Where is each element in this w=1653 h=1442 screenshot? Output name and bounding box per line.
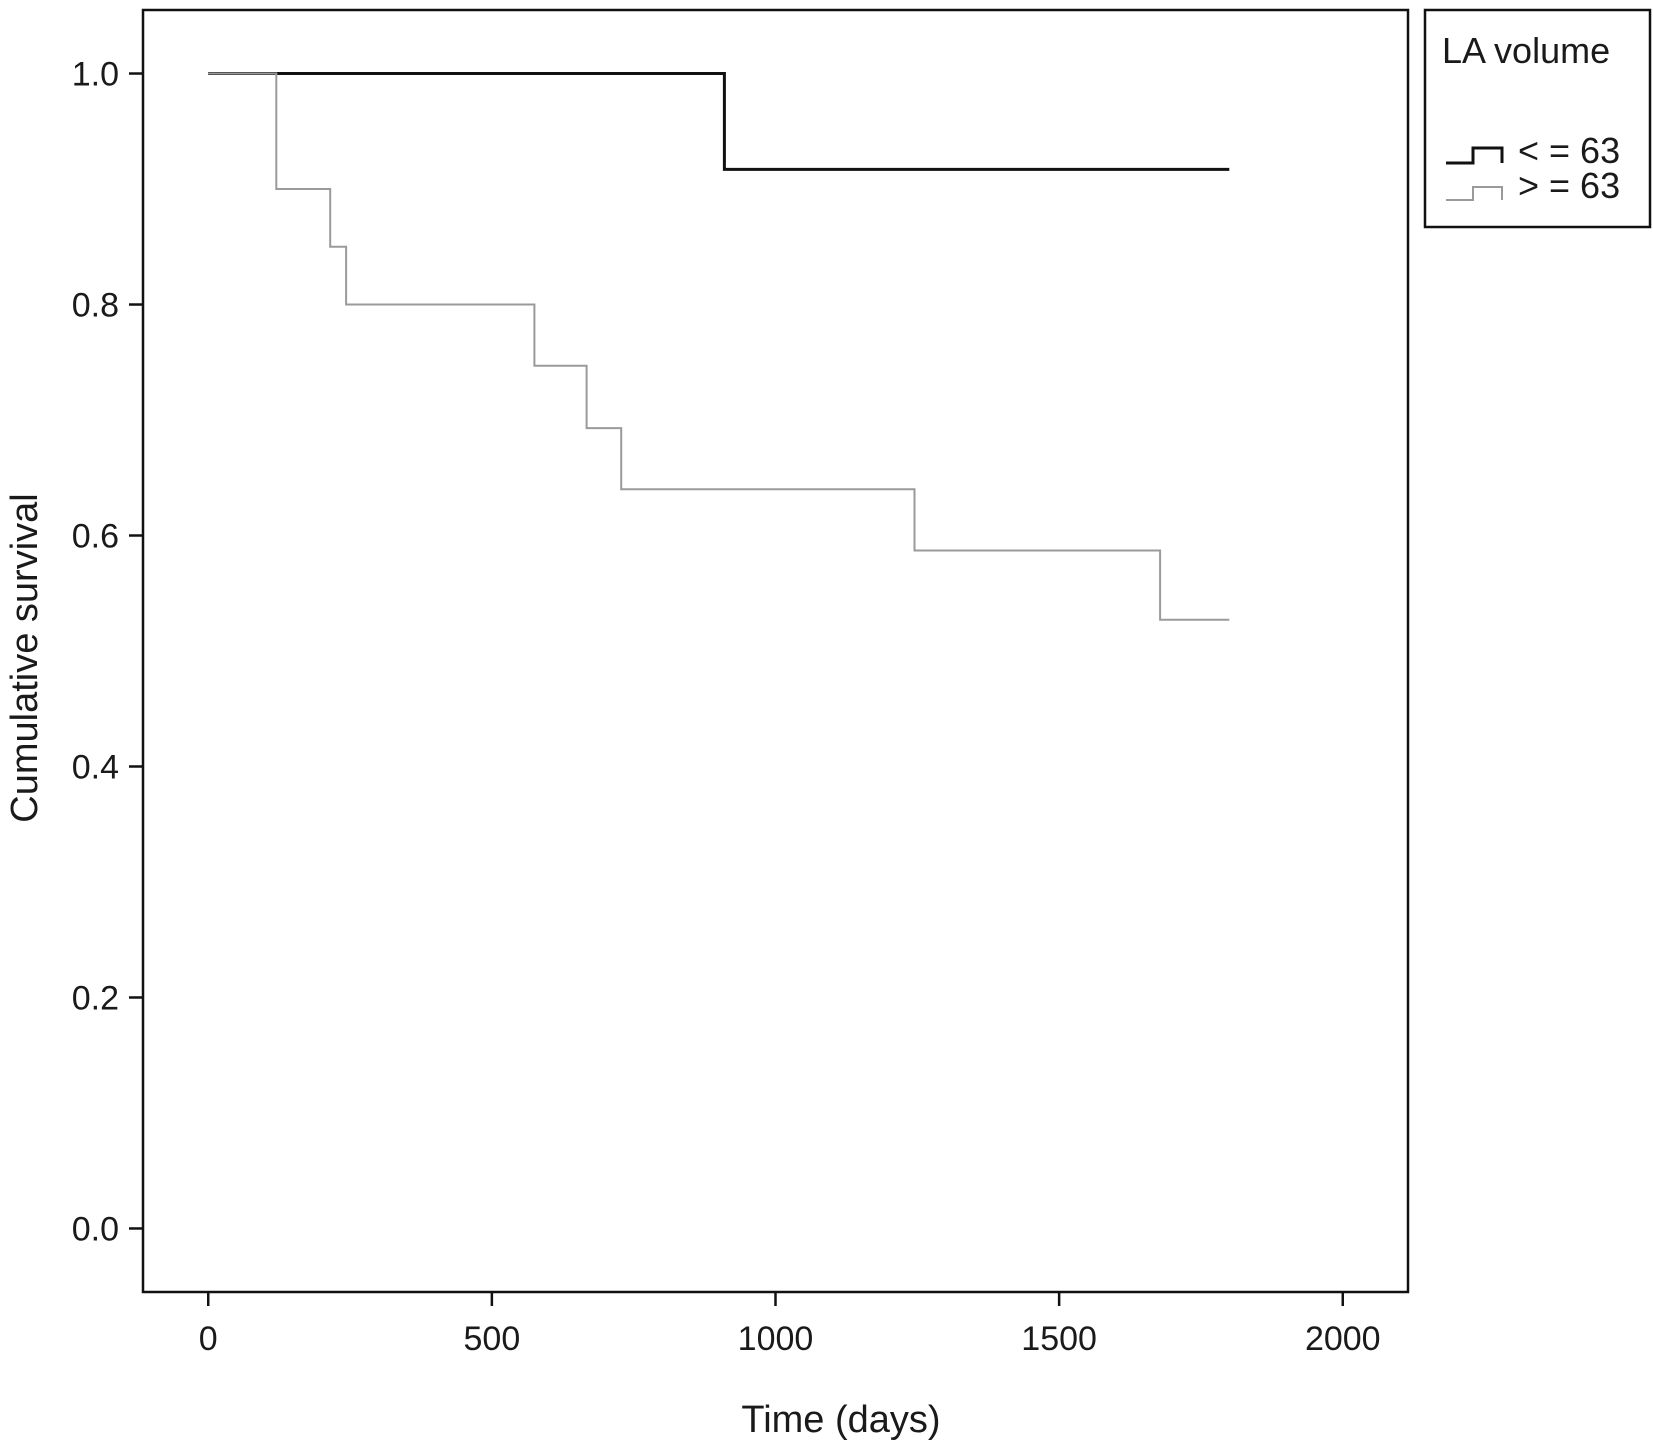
series-layer — [208, 72, 1230, 621]
x-tick-label: 500 — [464, 1320, 521, 1358]
legend-swatch — [1446, 146, 1504, 165]
legend-label: > = 63 — [1518, 165, 1620, 206]
x-tick-label: 1000 — [738, 1320, 814, 1358]
y-axis-title: Cumulative survival — [4, 493, 46, 822]
x-axis-title: Time (days) — [741, 1399, 940, 1441]
legend-title: LA volume — [1442, 30, 1610, 71]
x-tick-label: 2000 — [1305, 1320, 1381, 1358]
legend: LA volume < = 63 > = 63 — [1423, 8, 1652, 229]
y-axis: 0.0 0.2 0.4 0.6 0.8 1.0 — [72, 56, 143, 1248]
y-tick-label: 0.0 — [72, 1210, 119, 1248]
y-tick-label: 0.6 — [72, 518, 119, 556]
legend-label: < = 63 — [1518, 130, 1620, 171]
series-line — [208, 72, 1230, 621]
legend-swatch — [1446, 186, 1503, 201]
x-tick-label: 1500 — [1021, 1320, 1097, 1358]
y-tick-label: 1.0 — [72, 56, 119, 94]
y-tick-label: 0.2 — [72, 979, 119, 1017]
plot-frame — [141, 8, 1410, 1294]
x-tick-label: 0 — [199, 1320, 218, 1358]
x-axis: 0 500 1000 1500 2000 — [199, 1292, 1381, 1358]
series-line — [208, 72, 1230, 171]
legend-box — [1423, 8, 1652, 229]
y-tick-label: 0.4 — [72, 748, 119, 786]
y-tick-label: 0.8 — [72, 287, 119, 325]
